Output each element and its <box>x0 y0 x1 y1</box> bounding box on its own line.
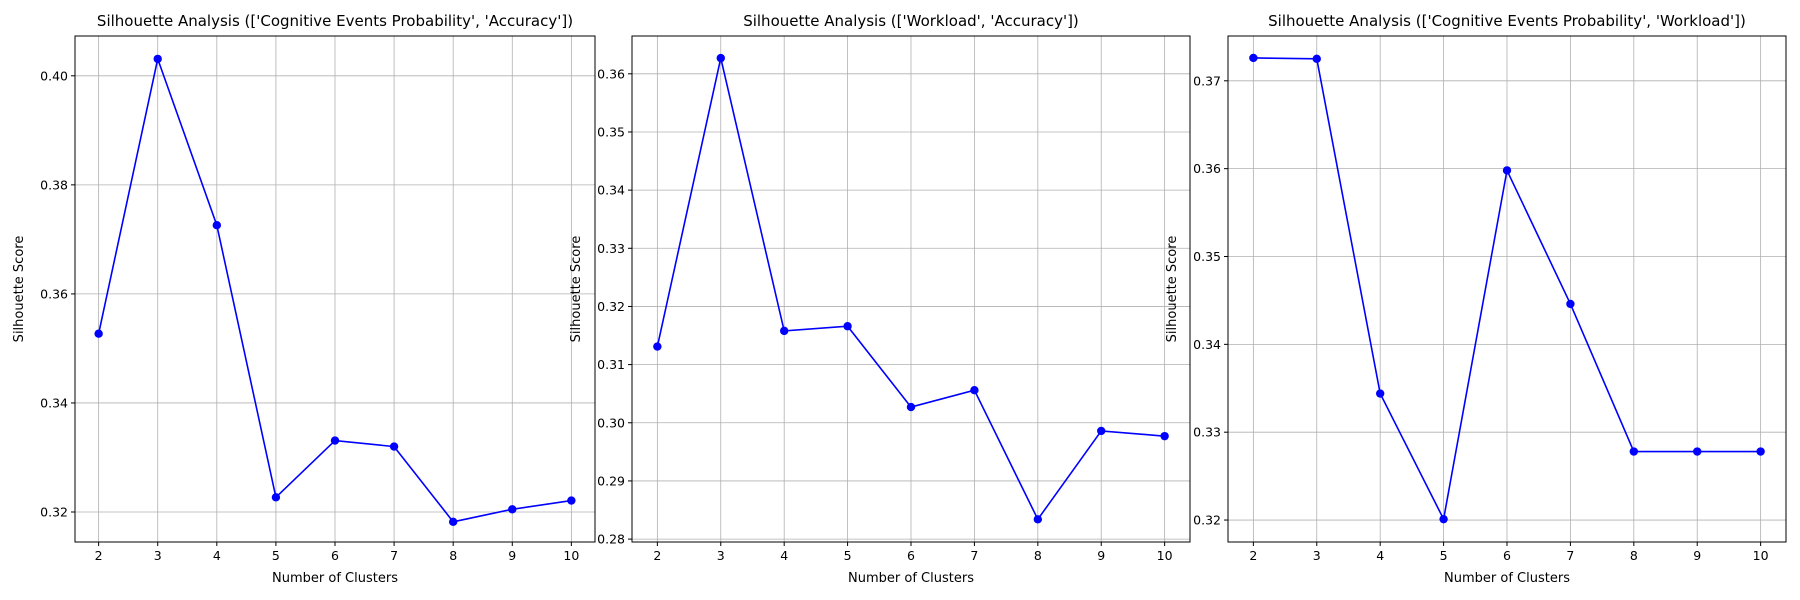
y-axis-label: Silhouette Score <box>1165 236 1180 343</box>
y-tick-label: 0.29 <box>597 473 625 488</box>
y-tick-label: 0.36 <box>40 286 68 301</box>
x-tick-label: 8 <box>449 548 457 563</box>
data-point <box>653 342 662 351</box>
y-tick-label: 0.40 <box>40 68 68 83</box>
y-axis-label: Silhouette Score <box>12 236 27 343</box>
data-point <box>970 386 979 395</box>
x-tick-label: 4 <box>213 548 221 563</box>
x-tick-label: 6 <box>1503 548 1511 563</box>
y-tick-label: 0.32 <box>40 505 68 520</box>
data-point <box>567 496 576 505</box>
chart-title: Silhouette Analysis (['Workload', 'Accur… <box>743 12 1079 30</box>
x-tick-label: 8 <box>1034 548 1042 563</box>
data-point <box>508 505 517 514</box>
data-point <box>1249 53 1258 63</box>
y-tick-label: 0.31 <box>597 357 625 372</box>
data-point <box>906 402 916 412</box>
x-tick-label: 2 <box>95 548 103 563</box>
x-tick-label: 6 <box>331 548 339 563</box>
chart-title: Silhouette Analysis (['Cognitive Events … <box>1268 12 1746 30</box>
data-point <box>843 322 852 331</box>
data-point <box>1160 431 1169 441</box>
data-point <box>94 329 103 338</box>
x-tick-label: 4 <box>780 548 788 563</box>
y-tick-label: 0.34 <box>597 183 625 198</box>
data-point <box>271 493 281 502</box>
x-tick-label: 5 <box>844 548 852 563</box>
x-tick-label: 2 <box>1249 548 1257 563</box>
data-point <box>212 221 222 230</box>
grid <box>75 36 595 542</box>
x-axis-label: Number of Clusters <box>1444 571 1570 586</box>
data-point <box>389 442 399 451</box>
chart-panel-3: Silhouette Analysis (['Cognitive Events … <box>1165 12 1787 586</box>
x-tick-label: 6 <box>907 548 915 563</box>
y-tick-label: 0.35 <box>1193 249 1221 264</box>
y-tick-label: 0.32 <box>1193 513 1221 528</box>
x-axis-label: Number of Clusters <box>272 571 398 586</box>
data-point <box>1439 514 1448 524</box>
x-tick-label: 3 <box>717 548 725 563</box>
x-tick-label: 7 <box>390 548 398 563</box>
y-axis-label: Silhouette Score <box>569 236 584 343</box>
data-point <box>1375 389 1385 398</box>
data-point <box>716 53 725 63</box>
x-tick-label: 9 <box>1097 548 1105 563</box>
x-tick-label: 2 <box>653 548 661 563</box>
x-tick-label: 5 <box>272 548 280 563</box>
y-tick-label: 0.34 <box>1193 337 1221 352</box>
y-tick-label: 0.28 <box>597 532 625 547</box>
data-point <box>1756 447 1765 456</box>
grid <box>1228 36 1786 542</box>
y-tick-label: 0.38 <box>40 177 68 192</box>
y-tick-label: 0.36 <box>597 66 625 81</box>
y-tick-label: 0.30 <box>597 415 625 430</box>
y-tick-label: 0.33 <box>597 241 625 256</box>
x-tick-label: 4 <box>1376 548 1384 563</box>
x-tick-label: 3 <box>1313 548 1321 563</box>
x-tick-label: 3 <box>154 548 162 563</box>
y-tick-label: 0.33 <box>1193 425 1221 440</box>
y-tick-label: 0.34 <box>40 395 68 410</box>
y-tick-label: 0.36 <box>1193 161 1221 176</box>
x-tick-label: 5 <box>1440 548 1448 563</box>
data-point <box>448 517 458 527</box>
chart-panel-2: Silhouette Analysis (['Workload', 'Accur… <box>569 12 1191 586</box>
x-axis-label: Number of Clusters <box>848 571 974 586</box>
data-point <box>1502 166 1512 175</box>
chart-panel-1: Silhouette Analysis (['Cognitive Events … <box>12 12 596 586</box>
x-tick-label: 7 <box>1566 548 1574 563</box>
x-tick-label: 10 <box>563 548 579 563</box>
y-tick-label: 0.37 <box>1193 73 1221 88</box>
y-tick-label: 0.35 <box>597 124 625 139</box>
data-point <box>330 436 340 445</box>
x-tick-label: 7 <box>970 548 978 563</box>
data-point <box>1312 54 1321 64</box>
data-point <box>153 54 162 64</box>
x-tick-label: 8 <box>1630 548 1638 563</box>
x-tick-label: 10 <box>1753 548 1769 563</box>
x-tick-label: 9 <box>508 548 516 563</box>
data-point <box>1097 426 1106 436</box>
data-point <box>779 326 789 336</box>
data-point <box>1566 299 1575 309</box>
x-tick-label: 9 <box>1693 548 1701 563</box>
data-point <box>1033 515 1043 524</box>
y-tick-label: 0.32 <box>597 299 625 314</box>
data-point <box>1693 447 1702 456</box>
chart-title: Silhouette Analysis (['Cognitive Events … <box>97 12 573 30</box>
x-tick-label: 10 <box>1157 548 1173 563</box>
data-point <box>1629 447 1639 456</box>
grid <box>632 36 1190 542</box>
